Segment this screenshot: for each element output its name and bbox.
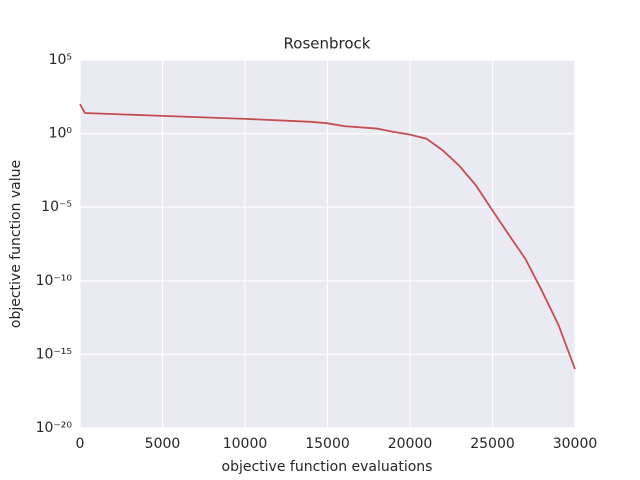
y-tick-label: 10⁻⁵ — [41, 199, 72, 215]
y-tick-label: 10⁰ — [49, 126, 73, 142]
y-tick-label: 10⁻²⁰ — [36, 420, 73, 436]
y-tick-label: 10⁻¹⁵ — [36, 346, 72, 362]
data-line — [79, 103, 576, 370]
x-tick-label: 5000 — [145, 436, 181, 452]
x-tick-label: 20000 — [388, 436, 433, 452]
x-tick-label: 15000 — [305, 436, 350, 452]
y-axis-label: objective function value — [8, 160, 24, 328]
x-tick-label: 10000 — [223, 436, 268, 452]
x-tick-label: 25000 — [470, 436, 515, 452]
chart-title: Rosenbrock — [284, 35, 371, 53]
y-tick-label: 10⁵ — [49, 52, 72, 68]
x-tick-label: 0 — [76, 436, 85, 452]
x-tick-label: 30000 — [553, 436, 598, 452]
y-tick-label: 10⁻¹⁰ — [36, 273, 73, 289]
x-axis-label: objective function evaluations — [222, 459, 433, 475]
